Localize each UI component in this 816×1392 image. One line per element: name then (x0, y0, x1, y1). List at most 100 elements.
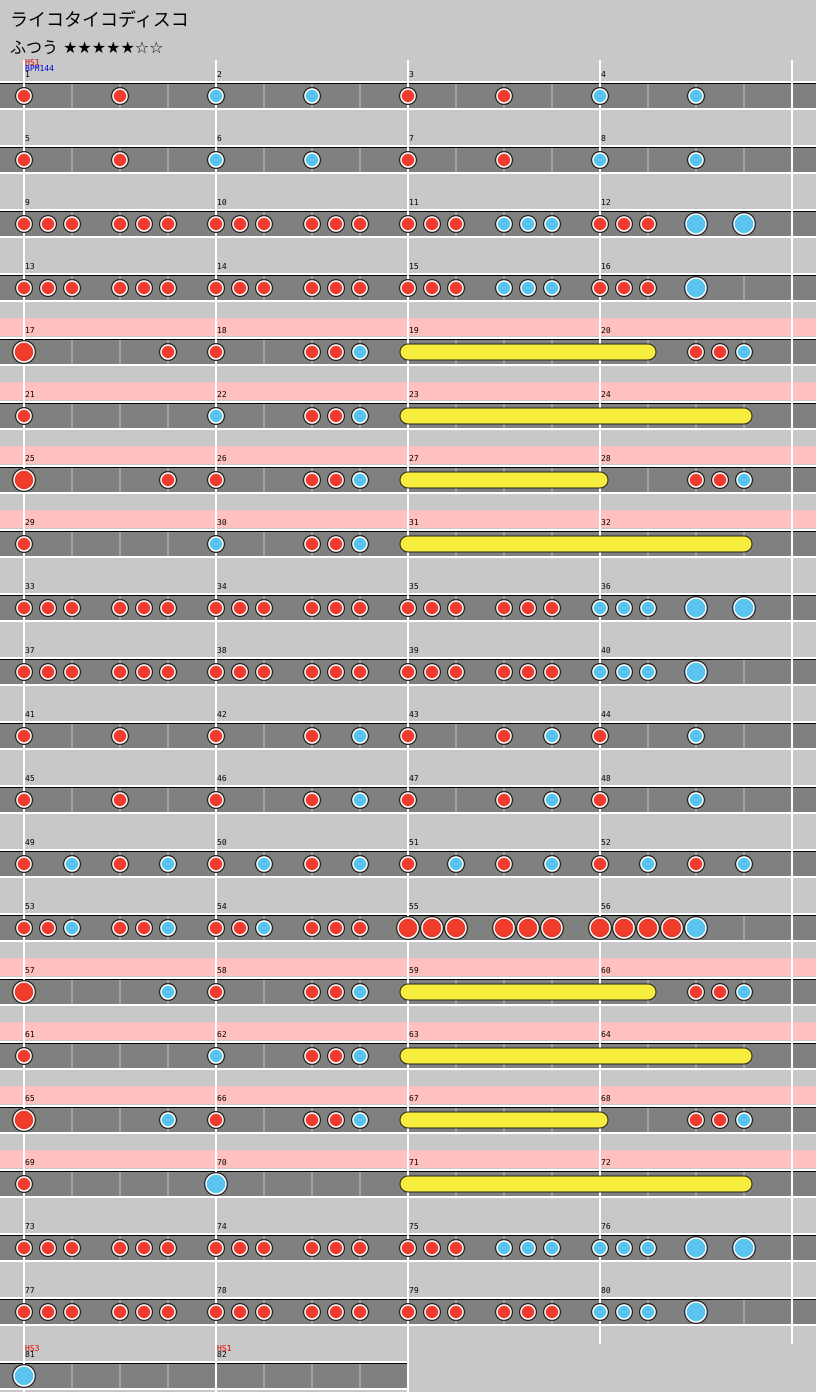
don-note (448, 1304, 464, 1320)
ka-note (208, 536, 224, 552)
measure-number: 13 (25, 262, 35, 271)
don-note (424, 600, 440, 616)
measure-number: 2 (217, 70, 222, 79)
don-note (16, 664, 32, 680)
don-note (136, 216, 152, 232)
don-note (16, 88, 32, 104)
measure-number: 44 (601, 710, 611, 719)
don-note (688, 1112, 704, 1128)
don-note (40, 216, 56, 232)
don-note (496, 88, 512, 104)
don-note (304, 216, 320, 232)
don-note (112, 216, 128, 232)
don-note (592, 216, 608, 232)
don-note (592, 728, 608, 744)
ka-note (616, 1304, 632, 1320)
don-note (352, 920, 368, 936)
measure-number: 23 (409, 390, 419, 399)
don-note (400, 600, 416, 616)
ka-note (496, 1240, 512, 1256)
don-note (520, 600, 536, 616)
don-note (616, 216, 632, 232)
don-note (256, 216, 272, 232)
don-note (637, 917, 659, 939)
don-note (520, 1304, 536, 1320)
ka-note (592, 600, 608, 616)
drumroll (399, 343, 657, 361)
don-note (400, 664, 416, 680)
measure-number: 55 (409, 902, 419, 911)
measure-number: 11 (409, 198, 419, 207)
ka-note (544, 280, 560, 296)
ka-note (208, 408, 224, 424)
ka-note (592, 88, 608, 104)
ka-note (592, 1304, 608, 1320)
measure-number: 58 (217, 966, 227, 975)
measure-label: BPM144 (25, 64, 54, 73)
measure-number: 37 (25, 646, 35, 655)
don-note (400, 728, 416, 744)
don-note (544, 1304, 560, 1320)
drumroll (399, 1047, 753, 1065)
don-note (688, 984, 704, 1000)
don-note (400, 88, 416, 104)
ka-note (640, 856, 656, 872)
don-note (712, 472, 728, 488)
measure-number: 3 (409, 70, 414, 79)
don-note (352, 664, 368, 680)
ka-note (160, 920, 176, 936)
don-note (16, 216, 32, 232)
don-note (328, 1112, 344, 1128)
don-note (16, 1176, 32, 1192)
don-note (496, 856, 512, 872)
ka-note (685, 1301, 707, 1323)
don-note (304, 1112, 320, 1128)
don-note (112, 600, 128, 616)
ka-note (160, 984, 176, 1000)
ka-note (256, 856, 272, 872)
measure-number: 48 (601, 774, 611, 783)
drumroll (399, 471, 609, 489)
ka-note (592, 152, 608, 168)
ka-note (544, 792, 560, 808)
don-note (208, 472, 224, 488)
ka-note (208, 88, 224, 104)
don-note (400, 1240, 416, 1256)
measure-number: 64 (601, 1030, 611, 1039)
measure-number: 5 (25, 134, 30, 143)
measure-number: 76 (601, 1222, 611, 1231)
don-note (304, 920, 320, 936)
measure-number: 68 (601, 1094, 611, 1103)
ka-note (685, 277, 707, 299)
measure-number: 25 (25, 454, 35, 463)
don-note (112, 856, 128, 872)
don-note (304, 1048, 320, 1064)
don-note (592, 280, 608, 296)
don-note (160, 1240, 176, 1256)
ka-note (685, 1237, 707, 1259)
don-note (304, 856, 320, 872)
ka-note (736, 344, 752, 360)
don-note (208, 792, 224, 808)
don-note (304, 728, 320, 744)
measure-number: 54 (217, 902, 227, 911)
measure-number: 6 (217, 134, 222, 143)
don-note (16, 408, 32, 424)
don-note (256, 1240, 272, 1256)
don-note (328, 1304, 344, 1320)
don-note (160, 472, 176, 488)
don-note (592, 856, 608, 872)
don-note (400, 856, 416, 872)
ka-note (64, 920, 80, 936)
measure-number: 52 (601, 838, 611, 847)
measure-number: 9 (25, 198, 30, 207)
don-note (304, 792, 320, 808)
ka-note (496, 216, 512, 232)
measure-number: 38 (217, 646, 227, 655)
ka-note (688, 792, 704, 808)
don-note (16, 1048, 32, 1064)
ka-note (592, 664, 608, 680)
measure-number: 50 (217, 838, 227, 847)
don-note (397, 917, 419, 939)
